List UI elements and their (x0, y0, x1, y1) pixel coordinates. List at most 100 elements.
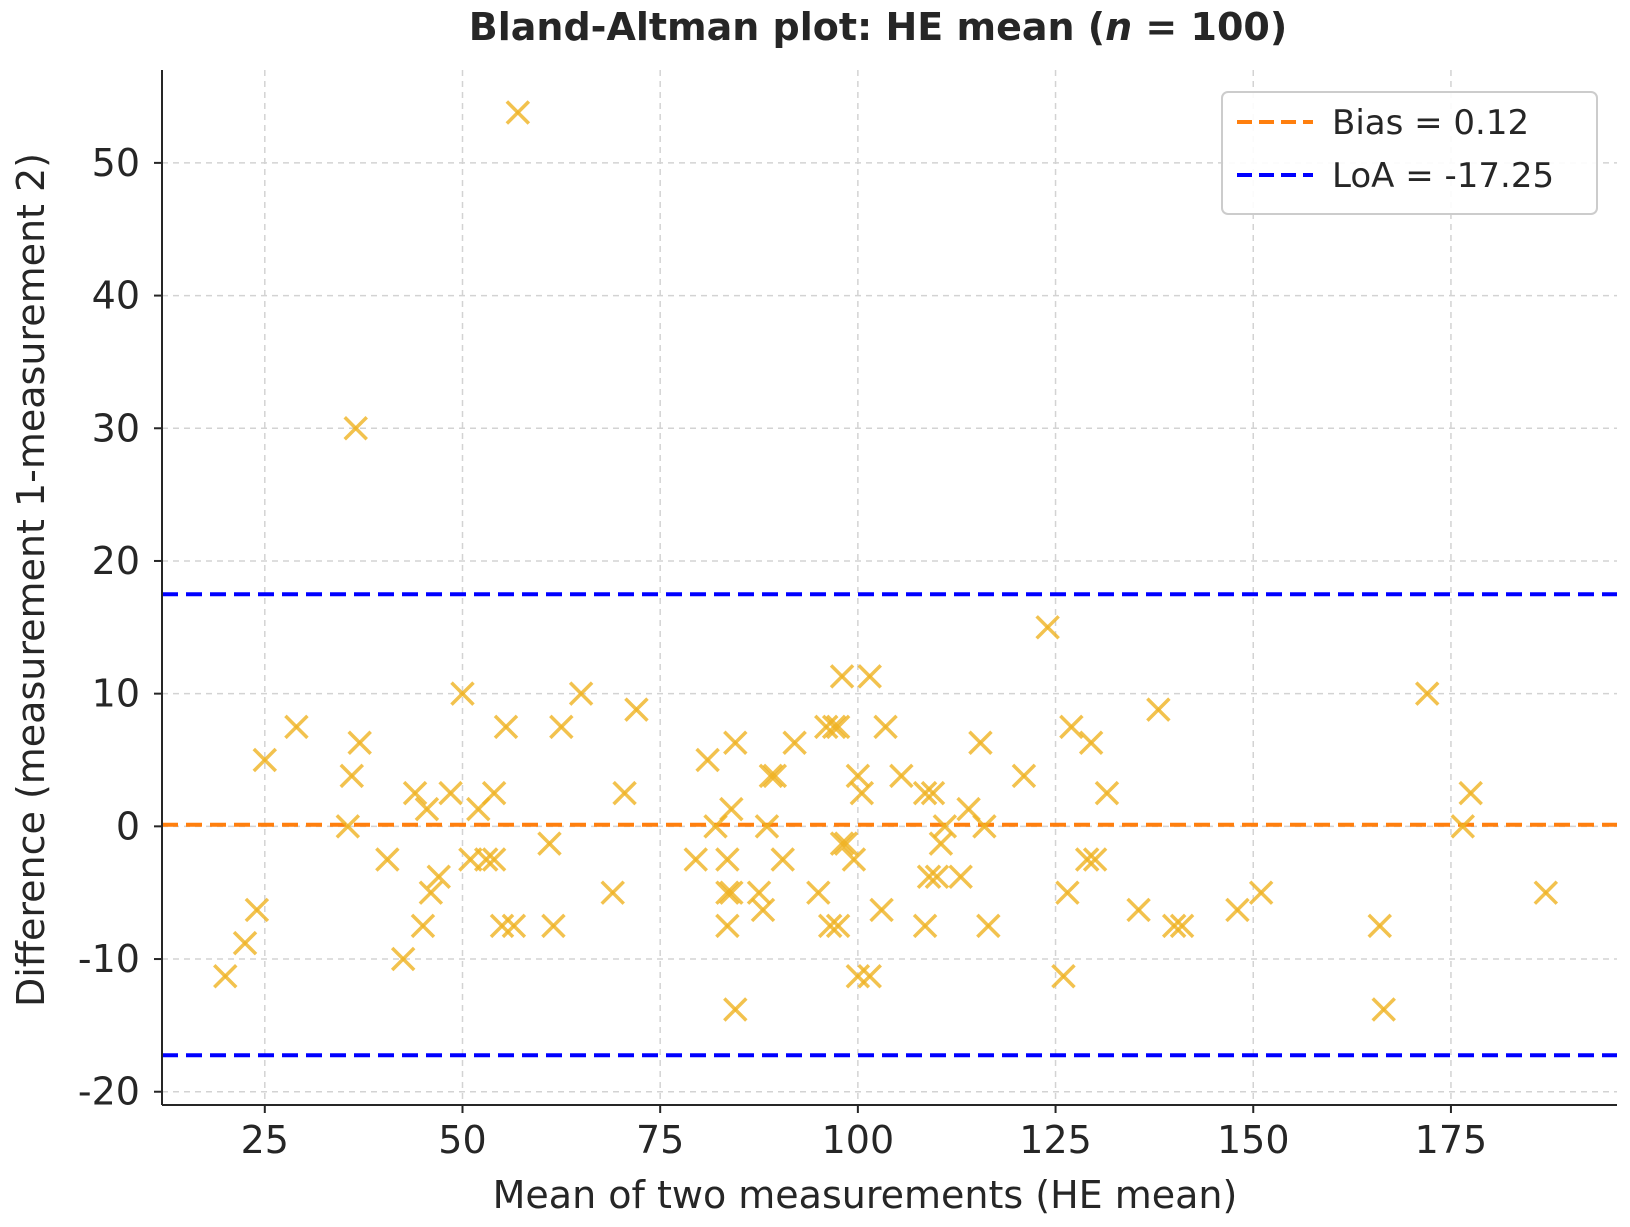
data-point-64 (849, 780, 875, 806)
data-point-10 (347, 730, 372, 755)
data-point-23 (481, 780, 507, 806)
data-point-2 (1035, 615, 1060, 640)
data-point-43 (723, 730, 748, 755)
data-point-84 (1055, 880, 1080, 905)
data-point-48 (758, 763, 784, 789)
data-point-55 (821, 714, 847, 740)
x-tick-label-1: 50 (438, 1118, 486, 1162)
data-point-93 (1169, 913, 1195, 939)
data-point-3 (213, 964, 238, 989)
chart-title: Bland-Altman plot: HE mean (n = 100) (469, 5, 1287, 49)
data-point-77 (948, 864, 973, 890)
data-point-80 (972, 814, 997, 839)
data-point-63 (845, 964, 871, 989)
data-point-35 (683, 847, 709, 872)
x-tick-label-3: 100 (822, 1118, 895, 1162)
data-point-97 (1371, 997, 1396, 1022)
data-point-27 (501, 913, 527, 939)
data-point-12 (390, 946, 416, 972)
data-point-96 (1367, 913, 1393, 939)
legend-label-loa: LoA = -17.25 (1332, 156, 1554, 196)
data-point-99 (1450, 814, 1476, 839)
data-point-19 (450, 681, 475, 706)
data-point-92 (1161, 913, 1187, 939)
data-point-71 (912, 780, 938, 806)
data-point-51 (782, 730, 807, 755)
data-point-88 (1082, 847, 1108, 872)
data-point-7 (284, 714, 309, 740)
data-point-66 (857, 664, 882, 689)
data-point-46 (750, 897, 776, 923)
data-point-15 (414, 796, 440, 822)
data-point-42 (719, 796, 744, 822)
data-point-40 (715, 847, 740, 872)
data-point-16 (418, 880, 444, 905)
data-point-69 (889, 763, 914, 789)
y-axis-label: Difference (measurement 1-measurement 2) (9, 153, 53, 1007)
data-point-67 (869, 897, 894, 923)
data-point-87 (1078, 730, 1104, 755)
data-point-44 (723, 997, 748, 1022)
data-point-65 (857, 964, 882, 989)
data-point-4 (232, 930, 258, 956)
data-point-18 (438, 780, 463, 806)
data-point-50 (770, 847, 795, 872)
data-point-101 (1533, 880, 1559, 905)
y-tick-label-5: 30 (92, 406, 140, 450)
data-point-54 (817, 913, 843, 939)
x-tick-label-6: 175 (1415, 1118, 1488, 1162)
data-point-13 (402, 780, 428, 806)
reference-lines (162, 592, 1617, 1058)
data-point-6 (252, 747, 278, 773)
x-tick-label-2: 75 (636, 1118, 684, 1162)
data-point-98 (1414, 681, 1440, 706)
y-tick-label-2: 0 (116, 804, 140, 848)
scatter-points (213, 100, 1559, 1022)
data-point-29 (541, 913, 566, 939)
data-point-81 (976, 913, 1001, 939)
chart-title-prefix: Bland-Altman plot: HE mean ( (469, 5, 1105, 49)
x-tick-label-4: 125 (1019, 1118, 1092, 1162)
y-tick-label-3: 10 (92, 672, 140, 716)
data-point-9 (339, 763, 365, 789)
tick-labels: 25 50 75 100 125 150 175 -20 -10 0 10 20 30 40 50 (78, 141, 1487, 1162)
data-point-91 (1146, 697, 1171, 722)
data-point-26 (493, 714, 519, 740)
grid-layer (162, 70, 1617, 1105)
y-tick-label-0: -20 (78, 1070, 140, 1114)
data-point-60 (833, 831, 859, 856)
legend: Bias = 0.12 LoA = -17.25 (1221, 91, 1598, 215)
data-point-8 (335, 814, 361, 839)
x-tick-label-0: 25 (241, 1118, 289, 1162)
data-point-95 (1248, 880, 1274, 905)
data-point-72 (916, 864, 942, 890)
data-point-25 (489, 913, 515, 939)
data-point-28 (537, 831, 562, 856)
data-point-59 (829, 664, 855, 689)
data-point-89 (1094, 780, 1120, 806)
data-point-24 (481, 847, 507, 872)
data-point-32 (600, 880, 625, 905)
data-point-33 (612, 780, 637, 806)
data-point-70 (912, 913, 938, 939)
legend-label-bias: Bias = 0.12 (1332, 103, 1529, 143)
data-point-68 (873, 714, 898, 740)
data-point-79 (968, 730, 993, 755)
data-point-82 (1011, 763, 1037, 789)
data-point-76 (932, 814, 958, 839)
data-point-94 (1225, 897, 1250, 923)
y-tick-label-1: -10 (78, 937, 140, 981)
data-point-61 (841, 847, 867, 872)
data-point-49 (762, 763, 788, 789)
x-axis-label: Mean of two measurements (HE mean) (493, 1173, 1238, 1217)
data-point-73 (920, 780, 946, 806)
data-point-0 (505, 100, 531, 125)
chart-title-suffix: = 100) (1132, 5, 1287, 49)
y-tick-label-7: 50 (92, 141, 140, 185)
data-point-14 (410, 913, 436, 939)
data-point-57 (825, 714, 851, 740)
data-point-86 (1074, 847, 1100, 872)
data-point-30 (549, 714, 574, 740)
data-point-31 (568, 681, 594, 706)
